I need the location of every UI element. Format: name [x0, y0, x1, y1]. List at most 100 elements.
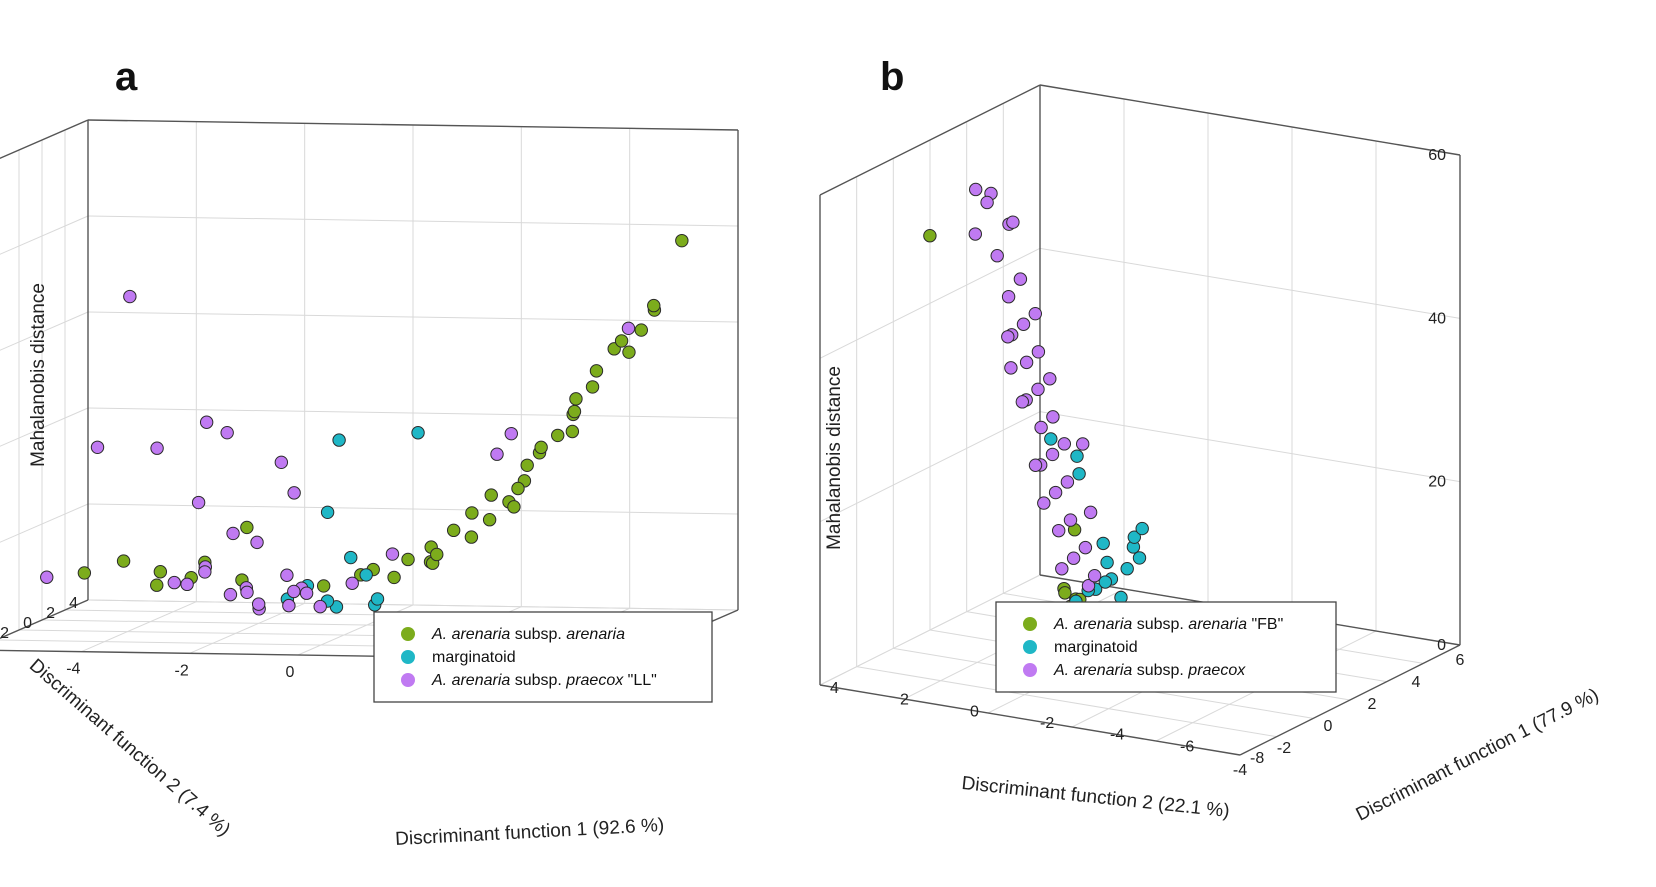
b-point-praecox: [1081, 579, 1096, 593]
b-point-praecox: [1057, 437, 1072, 451]
a-point-praecox: [40, 570, 54, 584]
a-point-arenaria: [511, 481, 525, 496]
a-point-praecox: [90, 440, 105, 454]
b-point-marginatoid: [1096, 536, 1110, 551]
a-floor-gridline: [189, 602, 305, 654]
b-point-praecox: [1028, 458, 1043, 472]
a-point-praecox: [621, 321, 636, 336]
b-sidewall-gridline: [1039, 411, 1461, 483]
b-point-praecox: [1043, 372, 1057, 386]
panel-a-legend: A. arenaria subsp. arenaria marginatoid A.…: [373, 611, 713, 703]
a-legend-entry: A. arenaria subsp. arenaria: [431, 626, 625, 643]
a-point-praecox: [287, 486, 301, 500]
a-point-marginatoid: [411, 426, 425, 440]
panel-a-grid: [0, 119, 739, 661]
b-frame-edge: [1239, 644, 1461, 756]
b-x-tick-label: -2: [1277, 740, 1291, 757]
panel-a-points: [40, 233, 689, 616]
a-point-arenaria: [401, 552, 415, 567]
a-point-praecox: [150, 441, 164, 455]
a-y-tick-label: 4: [69, 595, 78, 612]
b-legend-entry: marginatoid: [1054, 639, 1138, 656]
b-point-praecox: [990, 249, 1004, 263]
a-point-praecox: [191, 495, 206, 510]
a-sidewall-gridline: [0, 503, 89, 543]
b-point-praecox: [1001, 330, 1015, 344]
a-point-arenaria: [387, 570, 401, 585]
b-backwall-gridline: [819, 247, 1041, 359]
a-point-arenaria: [622, 345, 636, 359]
a-y-tick-label: -2: [0, 625, 9, 642]
a-point-praecox: [250, 535, 264, 550]
panel-a-ylabel: Discriminant function 2 (7.4 %): [25, 655, 234, 841]
a-point-arenaria: [589, 364, 604, 378]
b-point-arenaria: [1058, 586, 1072, 600]
b-point-praecox: [1060, 475, 1075, 489]
b-point-marginatoid: [1135, 521, 1149, 536]
a-point-arenaria: [614, 334, 629, 348]
b-point-praecox: [1078, 540, 1093, 555]
a-point-praecox: [345, 576, 359, 590]
a-legend-marker: [401, 627, 415, 641]
a-point-marginatoid: [344, 550, 358, 565]
a-point-praecox: [490, 447, 504, 461]
b-backwall-gridline: [819, 574, 1041, 686]
b-point-praecox: [1016, 317, 1031, 331]
b-point-marginatoid: [1072, 467, 1086, 481]
a-point-arenaria: [77, 566, 92, 580]
a-floor-gridline: [81, 601, 197, 653]
a-point-praecox: [282, 598, 296, 613]
a-point-praecox: [287, 584, 301, 599]
b-legend-marker: [1023, 617, 1037, 631]
b-point-marginatoid: [1070, 449, 1084, 463]
b-point-marginatoid: [1044, 432, 1058, 446]
a-point-praecox: [223, 587, 238, 602]
a-point-arenaria: [153, 565, 168, 579]
b-point-arenaria: [923, 229, 937, 243]
b-sidewall-gridline: [1039, 247, 1461, 319]
a-point-arenaria: [567, 404, 582, 419]
a-point-praecox: [251, 597, 266, 611]
a-point-praecox: [385, 547, 400, 561]
b-y-tick-label: -4: [1110, 727, 1124, 744]
a-legend-marker: [401, 673, 415, 687]
b-point-praecox: [1048, 485, 1063, 500]
b-point-praecox: [1037, 496, 1051, 510]
b-point-praecox: [980, 195, 994, 210]
a-legend-box: [373, 611, 713, 703]
b-y-tick-label: -2: [1040, 715, 1054, 732]
b-point-praecox: [1004, 361, 1018, 375]
b-point-praecox: [1083, 505, 1098, 520]
b-z-tick-label: 60: [1428, 147, 1446, 164]
a-point-arenaria: [647, 298, 661, 313]
a-legend-entry: marginatoid: [432, 649, 516, 666]
b-point-praecox: [1028, 306, 1043, 321]
b-point-praecox: [1052, 523, 1066, 538]
b-point-praecox: [1045, 447, 1060, 462]
a-point-marginatoid: [359, 568, 373, 582]
b-point-praecox: [1031, 345, 1046, 359]
b-point-praecox: [1063, 513, 1078, 527]
b-point-praecox: [1087, 569, 1102, 583]
b-floor-gridline: [856, 666, 1277, 738]
a-point-arenaria: [430, 547, 444, 562]
a-point-arenaria: [534, 440, 548, 455]
a-backwall-gridline: [87, 407, 739, 419]
a-frame-edge: [0, 119, 89, 160]
b-frame-edge: [819, 684, 1241, 756]
a-point-praecox: [123, 289, 137, 304]
a-legend-marker: [401, 650, 415, 664]
b-point-marginatoid: [1100, 555, 1114, 570]
b-y-tick-label: 0: [970, 703, 979, 720]
b-y-tick-label: 4: [830, 680, 839, 697]
a-point-arenaria: [551, 428, 565, 443]
b-legend-marker: [1023, 640, 1037, 654]
a-point-arenaria: [150, 578, 164, 592]
b-point-marginatoid: [1127, 530, 1142, 544]
b-x-tick-label: 0: [1324, 718, 1333, 735]
a-point-arenaria: [116, 554, 131, 568]
